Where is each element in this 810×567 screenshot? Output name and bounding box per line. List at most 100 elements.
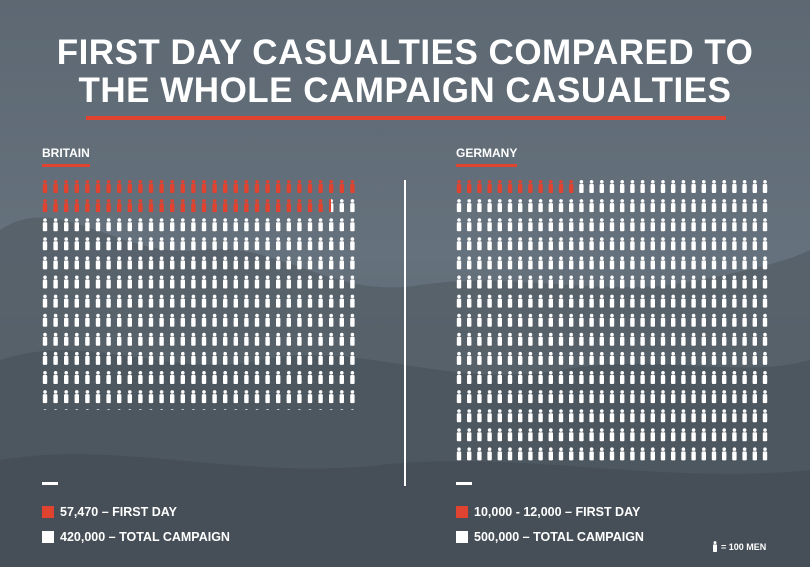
person-icon [711, 351, 717, 365]
person-icon [497, 199, 502, 213]
person-icon [701, 390, 706, 404]
person-icon [213, 409, 217, 410]
person-icon [85, 180, 90, 193]
person-icon [233, 180, 238, 193]
person-icon [191, 390, 196, 404]
person-icon [117, 351, 122, 365]
person-icon [95, 313, 101, 327]
person-icon [752, 256, 757, 270]
person-icon [307, 294, 313, 308]
person-icon [265, 237, 270, 251]
person-icon [467, 294, 472, 308]
person-icon [307, 218, 313, 232]
person-icon [244, 390, 249, 404]
person-icon [117, 409, 121, 410]
person-icon [569, 447, 574, 461]
person-icon [701, 218, 706, 232]
person-icon [127, 275, 132, 289]
person-icon [681, 428, 686, 442]
person-icon [106, 294, 111, 308]
person-icon [467, 313, 472, 327]
person-icon [538, 237, 543, 251]
person-icon [212, 351, 217, 365]
person-icon [671, 294, 676, 308]
person-icon [732, 332, 737, 346]
person-icon [307, 180, 313, 193]
person-icon [528, 294, 533, 308]
person-icon [233, 313, 238, 327]
person-icon [671, 237, 676, 251]
person-icon [507, 237, 513, 251]
person-icon [640, 275, 645, 289]
person-icon [53, 371, 58, 384]
person-icon [681, 447, 686, 461]
person-icon [711, 256, 717, 270]
person-icon [589, 332, 594, 346]
person-icon [265, 351, 270, 365]
person-icon [762, 237, 768, 251]
person-icon [477, 332, 482, 346]
person-icon [244, 371, 249, 384]
person-icon [212, 237, 217, 251]
person-icon [318, 294, 323, 308]
person-icon [106, 199, 111, 213]
person-icon [159, 180, 164, 193]
person-icon [85, 371, 90, 384]
person-icon [265, 332, 270, 346]
person-icon [191, 199, 196, 213]
person-icon [201, 237, 207, 251]
person-icon [339, 218, 344, 232]
person-icon [456, 351, 462, 365]
person-icon [497, 428, 502, 442]
person-icon [212, 371, 217, 384]
person-icon [339, 294, 344, 308]
person-icon [307, 390, 313, 404]
person-icon [244, 218, 249, 232]
person-icon [350, 275, 355, 289]
person-icon [456, 332, 462, 346]
person-icon [589, 351, 594, 365]
person-icon [53, 332, 58, 346]
person-icon [223, 313, 228, 327]
person-icon [620, 237, 625, 251]
person-icon [752, 332, 757, 346]
person-icon [318, 332, 323, 346]
person-icon [467, 447, 472, 461]
person-icon [117, 294, 122, 308]
person-icon [579, 199, 584, 213]
person-icon [762, 275, 768, 289]
person-icon [318, 256, 323, 270]
person-icon [265, 371, 270, 384]
person-icon [640, 199, 645, 213]
person-icon [762, 428, 768, 442]
person-icon [762, 256, 768, 270]
person-icon [722, 199, 727, 213]
person-icon [701, 409, 706, 423]
person-icon [297, 199, 302, 213]
person-icon [223, 351, 228, 365]
person-icon [106, 371, 111, 384]
person-icon [223, 275, 228, 289]
person-icon [650, 313, 655, 327]
person-icon [64, 409, 68, 410]
person-icon [106, 313, 111, 327]
person-icon [297, 313, 302, 327]
person-icon [201, 218, 207, 232]
person-icon [159, 256, 164, 270]
person-icon [180, 256, 185, 270]
person-icon [276, 294, 281, 308]
person-icon [265, 294, 270, 308]
person-icon [650, 256, 655, 270]
person-icon [42, 371, 48, 384]
person-icon [467, 332, 472, 346]
legend-text: 57,470 – FIRST DAY [60, 505, 177, 519]
person-icon [127, 313, 132, 327]
person-icon [170, 409, 174, 410]
person-icon [558, 390, 564, 404]
person-icon [752, 390, 757, 404]
person-icon [223, 390, 228, 404]
person-icon [297, 256, 302, 270]
person-icon [95, 275, 101, 289]
person-icon [620, 371, 625, 384]
person-icon [233, 199, 238, 213]
